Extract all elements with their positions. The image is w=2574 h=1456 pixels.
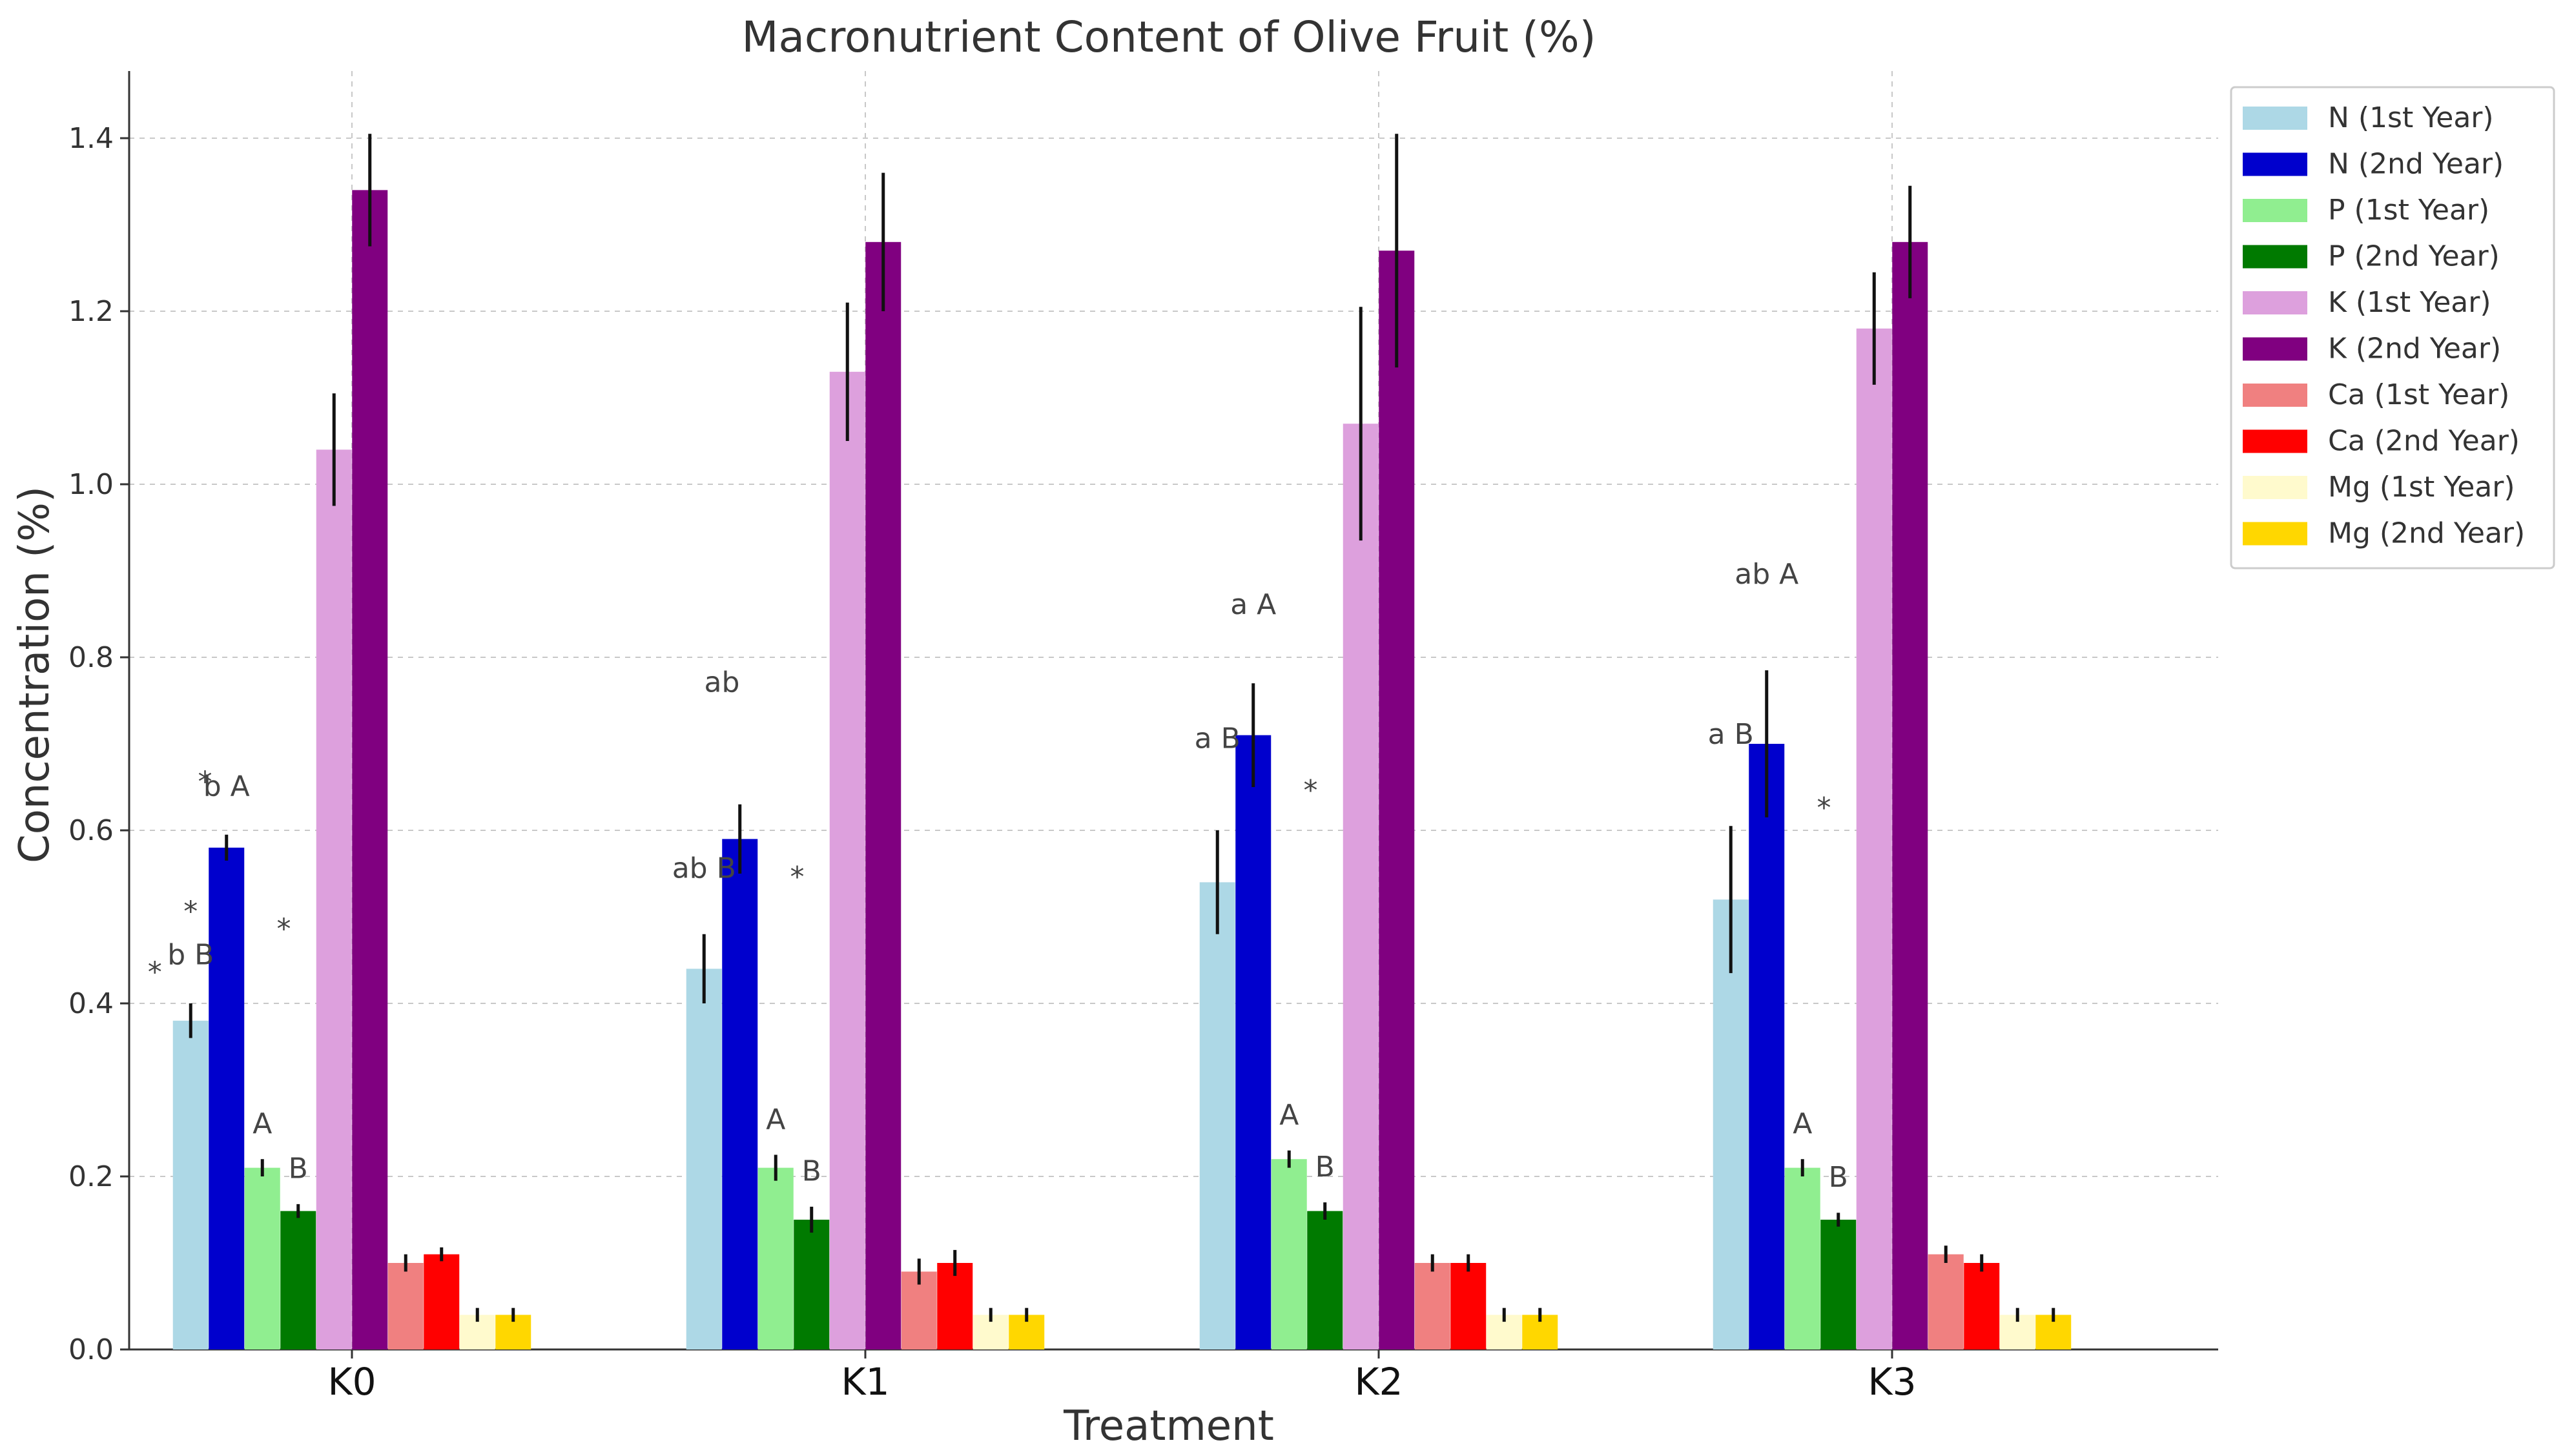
legend-label: P (2nd Year) bbox=[2328, 240, 2500, 273]
bar bbox=[209, 847, 245, 1349]
x-tick-label: K2 bbox=[1355, 1360, 1403, 1404]
legend-label: N (2nd Year) bbox=[2328, 148, 2504, 181]
bar bbox=[280, 1211, 316, 1349]
bar bbox=[829, 371, 865, 1349]
legend-box bbox=[2230, 86, 2555, 569]
bar bbox=[1271, 1159, 1307, 1349]
significance-letter: ab bbox=[705, 666, 740, 699]
legend-label: Mg (1st Year) bbox=[2328, 471, 2515, 504]
y-tick-label: 0.6 bbox=[68, 814, 114, 847]
legend-swatch bbox=[2243, 291, 2307, 314]
significance-letter: B bbox=[289, 1153, 308, 1185]
x-axis-label: Treatment bbox=[1063, 1402, 1274, 1450]
bar bbox=[1713, 899, 1749, 1349]
bar bbox=[1964, 1263, 2000, 1349]
bar bbox=[794, 1220, 830, 1349]
y-tick-label: 0.0 bbox=[68, 1333, 114, 1366]
bar bbox=[1856, 328, 1892, 1349]
bar bbox=[1450, 1263, 1487, 1349]
significance-letter: B bbox=[802, 1155, 821, 1188]
y-tick-label: 1.0 bbox=[68, 468, 114, 501]
y-tick-label: 0.4 bbox=[68, 987, 114, 1020]
legend-swatch bbox=[2243, 522, 2307, 546]
significance-asterisk: * bbox=[1304, 774, 1318, 807]
bar bbox=[172, 1020, 209, 1349]
legend-label: K (2nd Year) bbox=[2328, 333, 2501, 365]
bar bbox=[1343, 424, 1379, 1350]
significance-asterisk: * bbox=[790, 861, 805, 894]
significance-asterisk: * bbox=[198, 766, 212, 799]
bar bbox=[1892, 241, 1928, 1349]
legend-label: Ca (2nd Year) bbox=[2328, 425, 2520, 458]
significance-letter: b B bbox=[167, 939, 214, 972]
bars bbox=[172, 134, 2072, 1350]
bar bbox=[937, 1263, 973, 1349]
bar bbox=[1307, 1211, 1343, 1349]
bar bbox=[1928, 1254, 1964, 1349]
chart-title: Macronutrient Content of Olive Fruit (%) bbox=[742, 12, 1596, 62]
bar bbox=[1784, 1167, 1820, 1349]
legend-swatch bbox=[2243, 384, 2307, 407]
bar bbox=[865, 241, 901, 1349]
legend-label: Ca (1st Year) bbox=[2328, 378, 2509, 411]
bar bbox=[1379, 251, 1415, 1350]
legend-label: K (1st Year) bbox=[2328, 286, 2491, 319]
y-tick-label: 1.2 bbox=[68, 295, 114, 328]
significance-letter: ab B bbox=[672, 852, 736, 885]
legend-swatch bbox=[2243, 107, 2307, 130]
legend-swatch bbox=[2243, 337, 2307, 361]
bar bbox=[1749, 744, 1785, 1349]
bar bbox=[757, 1167, 794, 1349]
significance-letter: A bbox=[766, 1103, 785, 1136]
legend-swatch bbox=[2243, 245, 2307, 269]
legend-label: N (1st Year) bbox=[2328, 101, 2494, 134]
x-tick-label: K1 bbox=[841, 1360, 890, 1404]
bar bbox=[1414, 1263, 1450, 1349]
bar bbox=[722, 839, 758, 1349]
significance-letter: B bbox=[1829, 1161, 1848, 1194]
legend-swatch bbox=[2243, 152, 2307, 176]
significance-asterisk: * bbox=[1817, 792, 1831, 825]
legend-label: Mg (2nd Year) bbox=[2328, 517, 2525, 550]
bar bbox=[316, 449, 352, 1349]
x-tick-label: K3 bbox=[1868, 1360, 1917, 1404]
significance-letter: ab A bbox=[1735, 558, 1798, 591]
significance-letter: A bbox=[1279, 1099, 1299, 1132]
significance-letter: A bbox=[252, 1107, 272, 1140]
significance-letter: B bbox=[1315, 1151, 1335, 1184]
y-tick-label: 0.8 bbox=[68, 641, 114, 674]
legend-swatch bbox=[2243, 199, 2307, 222]
ticks: 0.0 0.2 0.4 0.6 0.8 1.0 1.2 1.4 K0 K1 K2 K3 bbox=[68, 122, 1916, 1404]
significance-letter: a A bbox=[1230, 588, 1276, 621]
legend-swatch bbox=[2243, 476, 2307, 499]
bar bbox=[244, 1167, 280, 1349]
legend-label: P (1st Year) bbox=[2328, 194, 2489, 227]
legend-swatch bbox=[2243, 429, 2307, 453]
legend: N (1st Year) N (2nd Year) P (1st Year) P (2… bbox=[2230, 86, 2555, 569]
significance-asterisk: * bbox=[183, 896, 198, 928]
bar bbox=[686, 969, 722, 1349]
y-tick-label: 0.2 bbox=[68, 1160, 114, 1193]
bar bbox=[1199, 882, 1235, 1349]
significance-letter: a B bbox=[1708, 718, 1754, 751]
y-tick-label: 1.4 bbox=[68, 122, 114, 155]
significance-asterisk: * bbox=[277, 913, 291, 946]
bar bbox=[1235, 735, 1272, 1349]
significance-letter: b A bbox=[203, 770, 250, 803]
bar bbox=[424, 1254, 460, 1349]
significance-asterisk: * bbox=[148, 956, 162, 989]
bar bbox=[1820, 1220, 1857, 1349]
significance-letter: A bbox=[1793, 1107, 1812, 1140]
significance-letter: a B bbox=[1195, 723, 1241, 755]
x-tick-label: K0 bbox=[328, 1360, 376, 1404]
bar bbox=[387, 1263, 424, 1349]
bar bbox=[352, 190, 388, 1349]
y-axis-label: Concentration (%) bbox=[11, 486, 59, 863]
